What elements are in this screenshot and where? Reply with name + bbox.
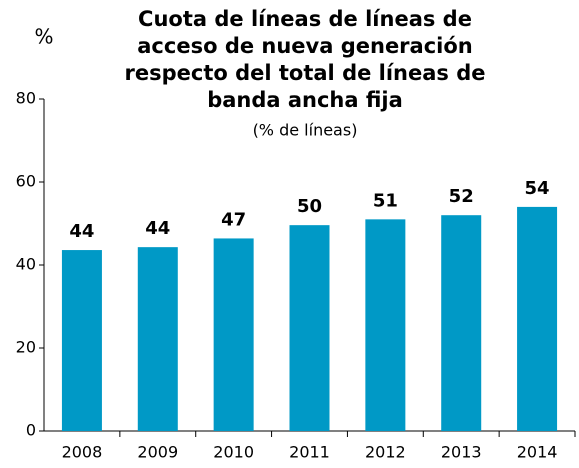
x-tick-label: 2009 [137,443,178,462]
chart-subtitle: (% de líneas) [253,121,358,140]
chart-title: Cuota de líneas de líneas de [138,7,472,31]
y-tick-label: 20 [16,338,36,357]
x-tick-label: 2013 [441,443,482,462]
x-tick-label: 2011 [289,443,330,462]
y-tick-label: 0 [26,421,36,440]
y-tick-label: 80 [16,89,36,108]
x-tick-label: 2012 [365,443,406,462]
bar [365,219,406,431]
bar [61,250,102,431]
data-label: 44 [69,221,94,242]
bar [213,238,254,431]
bar [441,215,482,431]
data-label: 52 [449,186,474,207]
chart-title: acceso de nueva generación [137,34,472,58]
data-label: 47 [221,209,246,230]
chart-title: respecto del total de líneas de [125,61,486,85]
data-label: 44 [145,218,170,239]
chart-title: banda ancha fija [207,88,403,112]
bar [289,225,330,431]
data-label: 51 [373,190,398,211]
y-axis-label: % [34,25,53,49]
bar [517,206,558,431]
data-label: 54 [525,178,550,199]
bar [137,247,178,431]
data-label: 50 [297,196,322,217]
x-tick-label: 2014 [517,443,558,462]
x-tick-label: 2010 [213,443,254,462]
y-tick-label: 60 [16,172,36,191]
x-tick-label: 2008 [62,443,103,462]
y-tick-label: 40 [16,255,36,274]
